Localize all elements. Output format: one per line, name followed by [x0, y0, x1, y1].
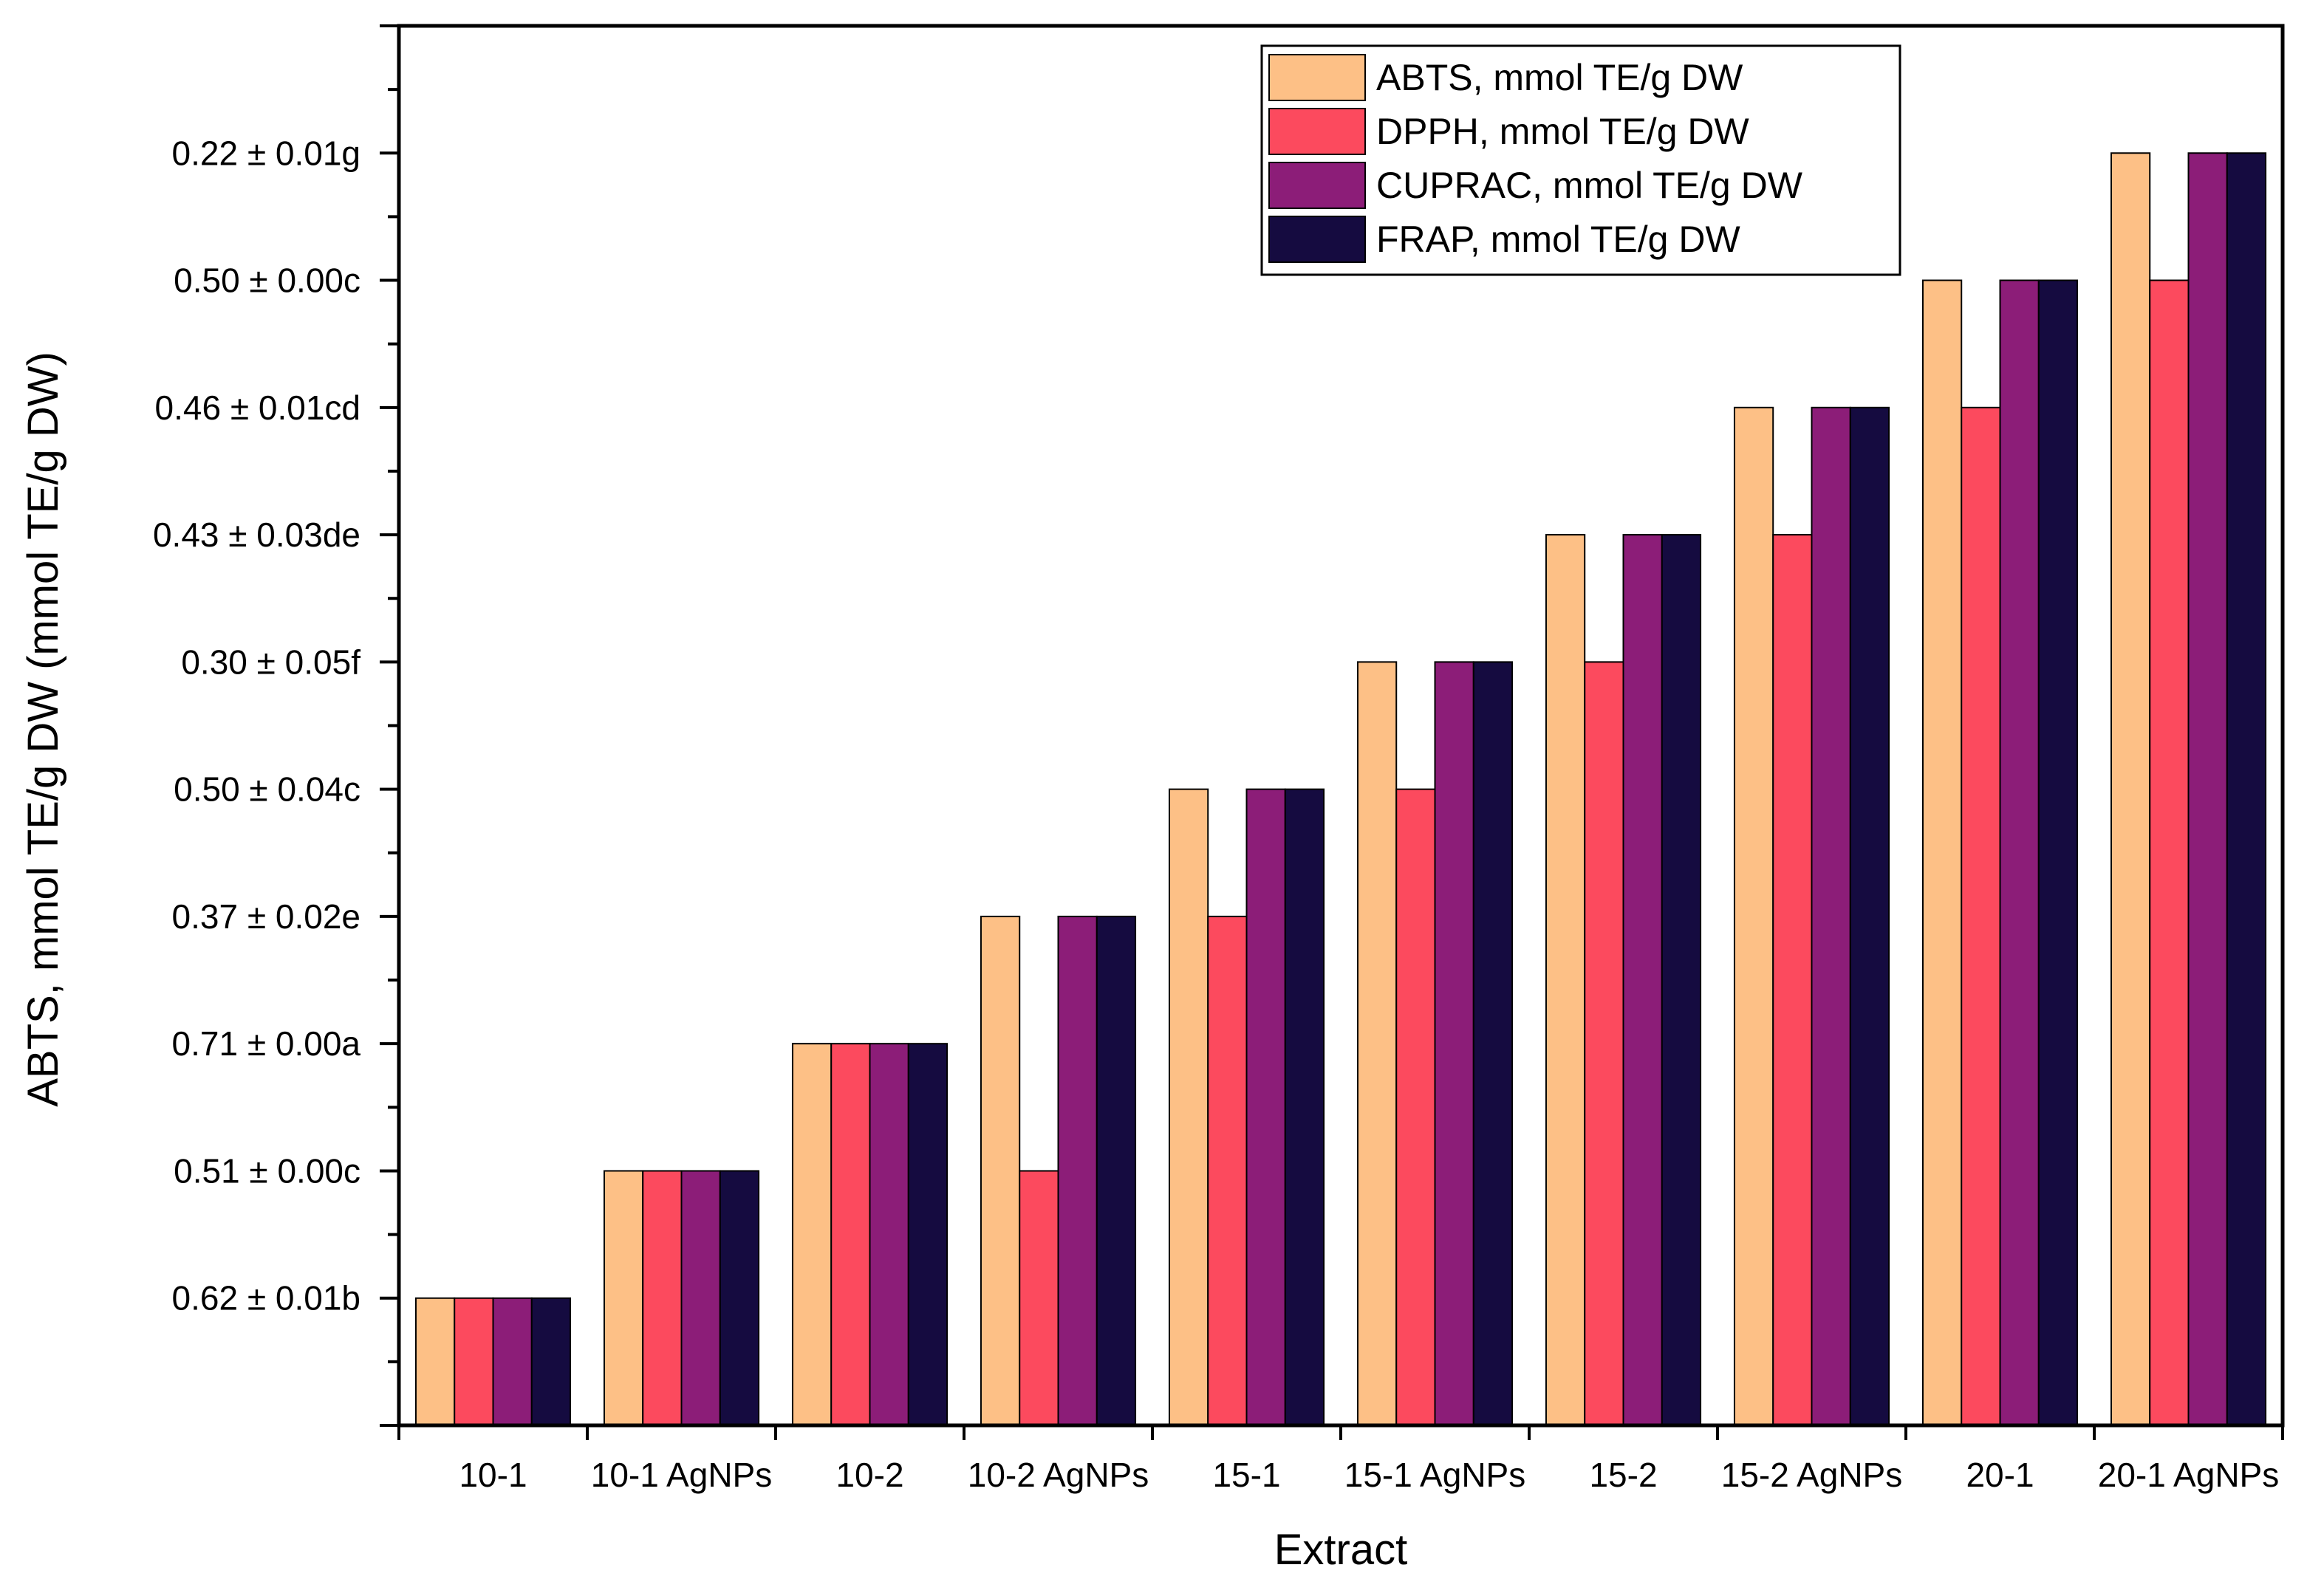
- bar-1-7: [1545, 534, 1586, 1426]
- bar-2-8: [1772, 534, 1813, 1426]
- legend-swatch-1: [1268, 54, 1366, 101]
- y-axis-title: ABTS, mmol TE/g DW (mmol TE/g DW): [19, 352, 67, 1107]
- legend-label-1: ABTS, mmol TE/g DW: [1376, 57, 1743, 98]
- bar-4-5: [1284, 788, 1325, 1426]
- bar-3-7: [1622, 534, 1663, 1426]
- bar-2-3: [830, 1043, 871, 1426]
- bar-4-9: [2037, 279, 2079, 1427]
- bar-2-6: [1395, 788, 1436, 1426]
- x-tick-label: 10-1 AgNPs: [591, 1456, 772, 1494]
- x-tick-label: 10-2 AgNPs: [968, 1456, 1149, 1494]
- bar-4-4: [1096, 915, 1137, 1426]
- y-tick-label: 0.50 ± 0.00c: [174, 261, 360, 300]
- bar-2-1: [454, 1297, 494, 1427]
- bar-4-7: [1661, 534, 1702, 1426]
- bar-4-2: [719, 1170, 760, 1427]
- bar-2-5: [1207, 915, 1248, 1426]
- bar-2-10: [2149, 279, 2190, 1427]
- legend-box: [1260, 44, 1901, 276]
- y-tick-label: 0.22 ± 0.01g: [172, 134, 360, 172]
- legend-swatch-2: [1268, 108, 1366, 155]
- legend: ABTS, mmol TE/g DW DPPH, mmol TE/g DW CUPR…: [1260, 44, 1901, 276]
- bar-1-9: [1921, 279, 1963, 1427]
- x-axis-ticks: 10-1 10-1 AgNPs 10-2 10-2 AgNPs 15-1 15-1 AgN…: [397, 1425, 2284, 1494]
- y-tick-label: 0.30 ± 0.05f: [181, 643, 360, 681]
- y-tick-label: 0.37 ± 0.02e: [172, 897, 360, 936]
- y-tick-label: 0.46 ± 0.01cd: [155, 388, 360, 427]
- bar-1-5: [1168, 788, 1209, 1426]
- bar-1-4: [980, 915, 1021, 1426]
- bar-1-8: [1733, 406, 1774, 1426]
- bar-3-3: [869, 1043, 909, 1426]
- bar-3-6: [1434, 661, 1474, 1426]
- bar-3-8: [1811, 406, 1851, 1426]
- bar-1-6: [1356, 661, 1398, 1426]
- x-tick-label: 20-1 AgNPs: [2098, 1456, 2279, 1494]
- bar-2-9: [1961, 406, 2001, 1426]
- bar-2-7: [1584, 661, 1624, 1426]
- bar-3-2: [680, 1170, 721, 1427]
- bar-3-4: [1057, 915, 1098, 1426]
- y-tick-label: 0.62 ± 0.01b: [172, 1279, 360, 1318]
- y-tick-label: 0.50 ± 0.04c: [174, 770, 360, 809]
- bars-group: [414, 152, 2267, 1427]
- x-tick-label: 15-2 AgNPs: [1721, 1456, 1902, 1494]
- bar-1-3: [791, 1043, 833, 1426]
- legend-label-3: CUPRAC, mmol TE/g DW: [1376, 165, 1803, 206]
- legend-label-4: FRAP, mmol TE/g DW: [1376, 219, 1740, 260]
- legend-label-2: DPPH, mmol TE/g DW: [1376, 111, 1749, 152]
- bar-2-2: [642, 1170, 683, 1427]
- x-tick-label: 10-1: [459, 1456, 527, 1494]
- bar-1-1: [414, 1297, 456, 1427]
- bar-3-1: [492, 1297, 533, 1427]
- x-tick-label: 15-1: [1212, 1456, 1280, 1494]
- x-tick-label: 20-1: [1966, 1456, 2034, 1494]
- bar-4-8: [1849, 406, 1890, 1426]
- x-tick-label: 10-2: [835, 1456, 903, 1494]
- y-axis-ticks: 0.62 ± 0.01b 0.51 ± 0.00c 0.71 ± 0.00a 0.37…: [153, 24, 399, 1427]
- legend-swatch-4: [1268, 216, 1366, 263]
- y-tick-label: 0.51 ± 0.00c: [174, 1151, 360, 1190]
- bar-4-1: [530, 1297, 572, 1427]
- legend-swatch-3: [1268, 162, 1366, 209]
- x-tick-label: 15-1 AgNPs: [1344, 1456, 1525, 1494]
- y-tick-label: 0.71 ± 0.00a: [172, 1024, 361, 1063]
- x-axis-title: Extract: [1274, 1526, 1408, 1574]
- bar-4-10: [2226, 152, 2267, 1427]
- bar-3-5: [1245, 788, 1286, 1426]
- bar-2-4: [1019, 1170, 1059, 1427]
- bar-1-10: [2110, 152, 2151, 1427]
- bar-3-10: [2187, 152, 2228, 1427]
- bar-1-2: [603, 1170, 644, 1427]
- bar-4-3: [907, 1043, 949, 1426]
- y-tick-label: 0.43 ± 0.03de: [153, 515, 360, 554]
- bar-3-9: [1999, 279, 2040, 1427]
- bar-4-6: [1472, 661, 1514, 1426]
- x-tick-label: 15-2: [1589, 1456, 1657, 1494]
